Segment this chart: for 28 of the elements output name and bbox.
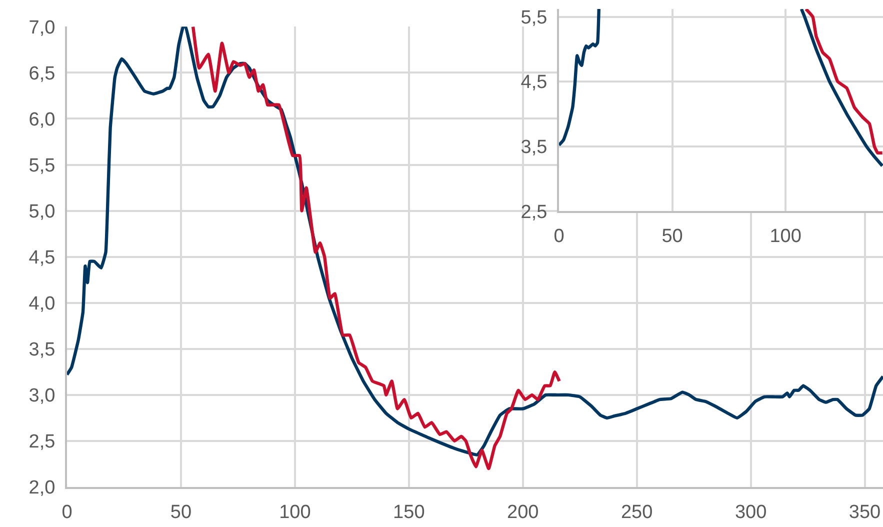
x-tick-label: 0: [62, 502, 72, 523]
y-tick-label: 4,5: [520, 72, 548, 94]
y-tick-label: 6,0: [28, 109, 56, 130]
x-tick-label: 0: [554, 226, 564, 247]
y-tick-label: 3,5: [28, 340, 56, 361]
y-tick-label: 5,0: [28, 201, 56, 222]
y-tick-label: 5,5: [28, 155, 56, 176]
y-tick-label: 3,5: [520, 137, 548, 158]
x-tick-label: 100: [279, 502, 311, 523]
x-tick-label: 350: [848, 502, 881, 523]
line-series: [67, 26, 883, 456]
y-tick-label: 3,0: [28, 386, 56, 407]
y-tick-label: 5,5: [520, 7, 548, 28]
x-tick-label: 300: [734, 502, 767, 523]
x-tick-label: 250: [620, 502, 653, 523]
y-tick-label: 4,5: [28, 247, 56, 268]
y-tick-label: 6,5: [28, 63, 56, 84]
x-tick-label: 100: [770, 226, 802, 247]
y-tick-label: 2,5: [28, 432, 56, 453]
x-tick-label: 200: [507, 502, 539, 523]
line-series: [804, 9, 883, 155]
x-tick-label: 150: [393, 502, 425, 523]
y-tick-label: 2,0: [28, 478, 56, 499]
y-tick-label: 4,0: [28, 294, 56, 315]
y-tick-label: 2,5: [520, 202, 548, 223]
x-tick-label: 50: [662, 226, 683, 247]
y-tick-label: 7,0: [28, 17, 56, 38]
x-tick-label: 50: [170, 502, 192, 523]
